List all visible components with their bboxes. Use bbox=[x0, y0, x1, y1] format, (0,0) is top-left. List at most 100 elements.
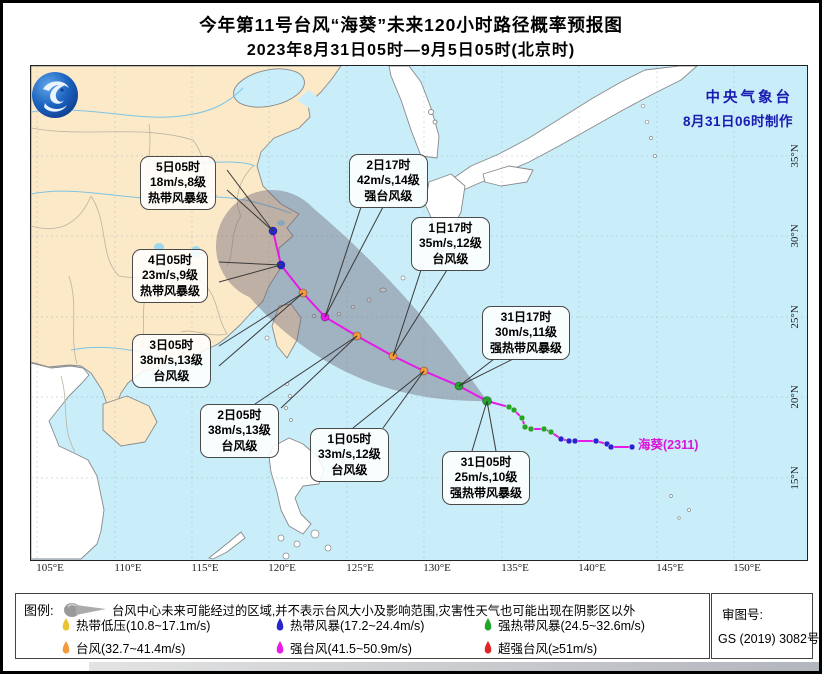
callout-time: 31日17时 bbox=[500, 310, 552, 324]
callout-time: 2日05时 bbox=[217, 408, 262, 422]
legend-item-label: 超强台风(≥51m/s) bbox=[498, 642, 598, 656]
lat-axis-label: 35°N bbox=[789, 144, 801, 168]
legend-item-label: 强台风(41.5~50.9m/s) bbox=[290, 642, 412, 656]
lat-axis-label: 30°N bbox=[789, 224, 801, 248]
callout-time: 4日05时 bbox=[147, 253, 193, 267]
legend-item-ty: 台风(32.7~41.4m/s) bbox=[60, 638, 185, 657]
forecast-callout: 5日05时 18m/s,8级 热带风暴级 bbox=[140, 156, 217, 211]
callout-cat: 强台风级 bbox=[364, 188, 413, 203]
map-review-number-box: 审图号: GS (2019) 3082号 bbox=[711, 593, 819, 659]
cone-description: 台风中心未来可能经过的区域,并不表示台风大小及影响范围,灾害性天气也可能出现在阴… bbox=[112, 604, 636, 618]
lon-axis-label: 125°E bbox=[346, 562, 374, 574]
forecast-callout: 4日05时 23m/s,9级 热带风暴级 bbox=[132, 249, 209, 304]
callout-time: 2日17时 bbox=[366, 158, 411, 172]
forecast-callout: 2日17时 42m/s,14级 强台风级 bbox=[349, 154, 428, 209]
history-track-point bbox=[592, 437, 600, 445]
callout-cat: 强热带风暴级 bbox=[450, 485, 523, 500]
lat-axis-label: 20°N bbox=[789, 385, 801, 409]
callout-time: 31日05时 bbox=[460, 455, 512, 469]
history-track-point bbox=[540, 425, 548, 433]
callout-cat: 台风级 bbox=[331, 462, 368, 477]
forecast-callout: 31日05时 25m/s,10级 强热带风暴级 bbox=[442, 451, 531, 506]
callout-cat: 台风级 bbox=[221, 438, 258, 453]
callout-cat: 台风级 bbox=[432, 251, 469, 266]
callout-wind: 33m/s,12级 bbox=[318, 447, 381, 462]
legend-item-label: 热带风暴(17.2~24.4m/s) bbox=[290, 619, 425, 633]
legend-box: 图例: 台风中心未来可能经过的区域,并不表示台风大小及影响范围,灾害性天气也可能… bbox=[15, 593, 710, 659]
forecast-callout: 1日17时 35m/s,12级 台风级 bbox=[411, 217, 490, 272]
lat-axis-label: 15°N bbox=[789, 466, 801, 490]
probability-cone bbox=[215, 189, 487, 402]
storm-category-marker-icon bbox=[484, 641, 492, 654]
callout-cat: 强热带风暴级 bbox=[490, 340, 563, 355]
legend-item-sts: 强热带风暴(24.5~32.6m/s) bbox=[482, 615, 645, 634]
callout-wind: 30m/s,11级 bbox=[494, 325, 558, 340]
review-label: 审图号: bbox=[722, 608, 763, 622]
history-track-point bbox=[565, 437, 573, 445]
history-track-point bbox=[607, 443, 615, 451]
lon-axis-label: 135°E bbox=[501, 562, 529, 574]
history-track-point bbox=[505, 403, 513, 411]
legend-item-super: 超强台风(≥51m/s) bbox=[482, 638, 597, 657]
lon-axis-label: 105°E bbox=[36, 562, 64, 574]
forecast-callout: 31日17时 30m/s,11级 强热带风暴级 bbox=[482, 306, 571, 361]
review-number: GS (2019) 3082号 bbox=[718, 632, 820, 646]
callout-cat: 热带风暴级 bbox=[148, 190, 209, 205]
forecast-callout: 2日05时 38m/s,13级 台风级 bbox=[200, 404, 279, 459]
lon-axis-label: 150°E bbox=[733, 562, 761, 574]
issue-time: 8月31日06时制作 bbox=[682, 114, 793, 129]
callout-wind: 42m/s,14级 bbox=[357, 173, 420, 188]
legend-heading: 图例: bbox=[24, 603, 54, 618]
map-canvas bbox=[31, 66, 807, 560]
page-title: 今年第11号台风“海葵”未来120小时路径概率预报图 bbox=[199, 15, 623, 35]
cone-legend-icon bbox=[64, 603, 106, 617]
lon-axis-label: 145°E bbox=[656, 562, 684, 574]
callout-wind: 35m/s,12级 bbox=[419, 236, 482, 251]
legend-item-td: 热带低压(10.8~17.1m/s) bbox=[60, 615, 210, 634]
callout-wind: 23m/s,9级 bbox=[141, 268, 199, 283]
history-track-point bbox=[547, 428, 555, 436]
storm-category-marker-icon bbox=[62, 641, 70, 654]
history-track-point bbox=[628, 443, 636, 451]
history-track-point bbox=[510, 406, 518, 414]
map-area: 中央气象台 8月31日06时制作 海葵(2311) 5日05时 18m/s,8级热… bbox=[30, 65, 808, 561]
legend-item-ts: 热带风暴(17.2~24.4m/s) bbox=[274, 615, 424, 634]
callout-wind: 38m/s,13级 bbox=[140, 353, 203, 368]
credit-block: 中央气象台 8月31日06时制作 bbox=[683, 86, 793, 130]
callout-wind: 25m/s,10级 bbox=[454, 470, 518, 485]
legend-item-label: 台风(32.7~41.4m/s) bbox=[76, 642, 186, 656]
storm-category-marker-icon bbox=[276, 618, 284, 631]
forecast-callout: 3日05时 38m/s,13级 台风级 bbox=[132, 334, 211, 389]
callout-time: 1日17时 bbox=[428, 221, 473, 235]
cma-logo-icon bbox=[32, 72, 78, 118]
callout-time: 1日05时 bbox=[327, 432, 372, 446]
history-track-point bbox=[571, 437, 579, 445]
callout-cat: 热带风暴级 bbox=[140, 283, 201, 298]
lon-axis-label: 140°E bbox=[578, 562, 606, 574]
bottom-strip bbox=[89, 662, 819, 671]
lon-axis-label: 115°E bbox=[191, 562, 219, 574]
lat-axis-label: 25°N bbox=[789, 305, 801, 329]
history-track-point bbox=[527, 425, 535, 433]
storm-category-marker-icon bbox=[62, 618, 70, 631]
callout-leader-lines bbox=[218, 169, 514, 452]
storm-category-marker-icon bbox=[484, 618, 492, 631]
legend-item-label: 强热带风暴(24.5~32.6m/s) bbox=[498, 619, 645, 633]
callout-wind: 38m/s,13级 bbox=[208, 423, 271, 438]
lon-axis-label: 110°E bbox=[114, 562, 142, 574]
page-subtitle: 2023年8月31日05时—9月5日05时(北京时) bbox=[246, 42, 576, 59]
storm-category-marker-icon bbox=[276, 641, 284, 654]
history-track-point bbox=[518, 414, 526, 422]
storm-name-tag: 海葵(2311) bbox=[638, 438, 699, 452]
callout-cat: 台风级 bbox=[153, 368, 190, 383]
callout-time: 3日05时 bbox=[149, 338, 194, 352]
history-track-point bbox=[557, 435, 565, 443]
lon-axis-label: 120°E bbox=[268, 562, 296, 574]
legend-item-sty: 强台风(41.5~50.9m/s) bbox=[274, 638, 412, 657]
lon-axis-label: 130°E bbox=[423, 562, 451, 574]
land-layer bbox=[31, 66, 698, 560]
agency-name: 中央气象台 bbox=[705, 90, 793, 106]
callout-time: 5日05时 bbox=[155, 160, 201, 174]
history-track-point bbox=[521, 423, 529, 431]
